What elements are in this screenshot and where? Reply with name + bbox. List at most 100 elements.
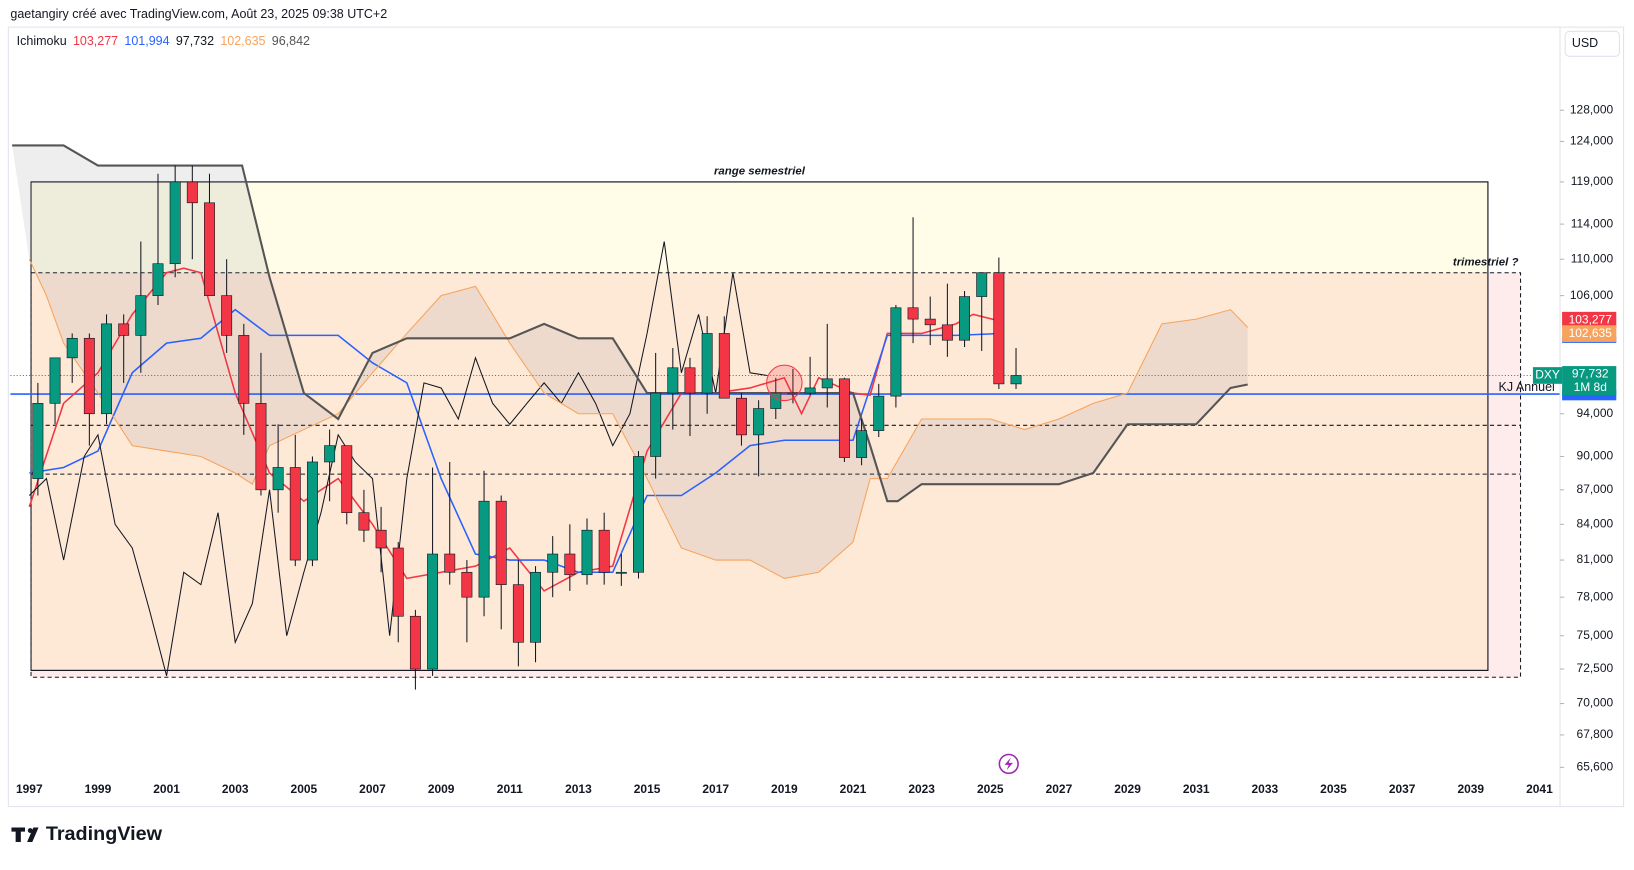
candle-body [564,553,576,576]
lightning-icon [998,753,1019,775]
y-tick-label: 87,000 [1577,482,1614,496]
candle-body [272,467,284,491]
candle-body [530,571,541,643]
x-tick-label: 2013 [565,782,592,796]
x-tick-label: 2037 [1389,782,1416,796]
indicator-value: 103,277 [73,34,118,48]
x-tick-label: 2021 [840,782,867,796]
ichimoku-line [28,267,1001,592]
candle-body [633,456,644,573]
candle-body [907,307,919,320]
candle-body [289,467,301,561]
candle-body [186,181,198,204]
price-badge-value: 97,732 [1572,367,1609,381]
symbol: DXY [1535,368,1560,382]
candle-body [392,547,404,617]
y-tick-label: 90,000 [1577,449,1614,463]
candle-body [83,337,95,415]
tenkan-badge [1562,311,1617,329]
candle-body [615,571,627,574]
symbol-badge [1532,367,1563,384]
tenkan-badge-text: 103,277 [1569,312,1613,326]
candle-body [478,500,490,598]
indicator-name: Ichimoku [17,34,67,48]
x-tick-label: 2005 [291,782,318,796]
y-tick-label: 128,000 [1570,102,1614,116]
candle-body [821,378,833,389]
x-tick-label: 2027 [1046,782,1073,796]
y-tick-label: 81,000 [1577,552,1614,566]
x-tick-label: 2039 [1457,782,1484,796]
candle-body [838,378,850,458]
y-tick-label: 78,000 [1577,589,1614,603]
candle-body [976,272,988,297]
indicator-value: 96,842 [272,34,310,48]
x-tick-label: 2015 [634,782,661,796]
candle-body [547,553,559,573]
frame [7,26,1625,808]
x-tick-label: 2007 [359,782,386,796]
candle-body [427,553,439,670]
x-tick-label: 2017 [702,782,729,796]
x-tick-label: 2041 [1526,782,1553,796]
candle-body [118,323,130,336]
x-tick-label: 1999 [85,782,112,796]
brand: TradingView [46,823,163,845]
candle-body [255,403,267,491]
candle-body [221,295,233,336]
x-tick-label: 2019 [771,782,798,796]
range-box-outline [30,181,1489,671]
candle-body [804,387,816,394]
candle-body [101,323,112,415]
currency: USD [1572,36,1598,50]
candle-body [512,584,524,643]
y-tick-label: 72,500 [1577,661,1614,675]
candle-body [66,337,78,359]
y-tick-label: 119,000 [1571,174,1614,188]
header: gaetangiry créé avec TradingView.com, Ao… [10,7,387,21]
candle-body [324,445,336,463]
candle-body [461,571,473,598]
span-a-badge [1562,325,1617,342]
x-tick-label: 2025 [977,782,1004,796]
candle-body [753,408,765,436]
candle-body [49,357,61,404]
y-tick-label: 75,000 [1577,628,1614,642]
y-tick-label: 65,600 [1577,760,1614,774]
ichimoku-line [12,144,1248,503]
candle-body [684,367,696,394]
candle-body [941,324,953,341]
price-badge [1562,366,1617,396]
y-tick-label: 70,000 [1577,696,1614,710]
x-tick-label: 2023 [908,782,935,796]
countdown: 1M 8d [1574,380,1607,394]
candle-body [959,296,971,341]
x-tick-label: 2033 [1252,782,1279,796]
quarter-label: trimestriel ? [1453,256,1519,268]
candle-body [718,333,730,399]
y-tick-label: 124,000 [1570,134,1614,148]
y-tick-label: 110,000 [1571,251,1614,265]
candle-body [770,392,782,409]
x-tick-label: 2011 [497,782,523,796]
candle-body [341,445,353,513]
currency-button[interactable] [1564,30,1620,57]
candle-body [495,500,507,585]
candle-body [238,335,250,404]
candle-body [152,263,164,296]
candle-body [993,272,1005,385]
y-tick-label: 84,000 [1577,516,1614,530]
y-tick-label: 106,000 [1570,288,1614,302]
candle-body [735,397,747,436]
candle-body [444,553,456,573]
ichimoku-line [29,308,1001,574]
candle-body [409,615,421,670]
logo [11,827,39,843]
y-tick-label: 94,000 [1577,406,1614,420]
candle-body [375,529,387,549]
candle-body [1010,375,1022,385]
x-tick-label: 2035 [1320,782,1347,796]
cloud [12,145,1248,579]
x-tick-label: 1997 [16,782,43,796]
